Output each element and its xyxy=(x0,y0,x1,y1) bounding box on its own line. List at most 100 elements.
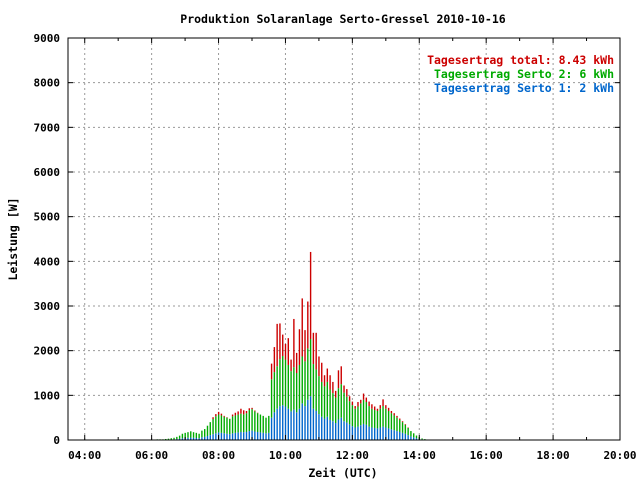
bar-segment-serto-1 xyxy=(204,436,206,440)
bar-segment-serto-1 xyxy=(290,411,292,440)
bar-segment-serto-1 xyxy=(309,396,312,440)
bar-segment-serto-1 xyxy=(282,405,284,440)
bar-segment-serto-2 xyxy=(379,408,381,428)
y-tick-label: 2000 xyxy=(34,345,61,358)
bar-segment-serto-1 xyxy=(357,426,359,440)
bar-segment-serto-2 xyxy=(318,376,320,415)
bar-segment-serto-rest xyxy=(332,381,334,394)
bar-segment-serto-2 xyxy=(192,432,195,438)
bar-segment-serto-rest xyxy=(290,359,292,372)
bar-segment-serto-2 xyxy=(301,356,303,404)
bar-segment-serto-2 xyxy=(184,432,186,438)
bar-segment-serto-rest xyxy=(279,323,281,360)
bar-segment-serto-1 xyxy=(279,406,281,440)
bar-segment-serto-2 xyxy=(368,406,370,427)
bar-segment-serto-2 xyxy=(382,406,384,427)
bar-segment-serto-rest xyxy=(251,407,253,410)
bar-segment-serto-1 xyxy=(198,438,200,440)
bar-segment-serto-1 xyxy=(270,417,273,440)
bar-segment-serto-rest xyxy=(390,410,393,414)
bar-segment-serto-1 xyxy=(234,432,237,440)
x-tick-label: 10:00 xyxy=(269,449,302,462)
bar-segment-serto-rest xyxy=(287,338,289,365)
bar-segment-serto-2 xyxy=(223,416,225,434)
bar-segment-serto-rest xyxy=(362,393,365,400)
bar-segment-serto-1 xyxy=(287,408,289,440)
bar-segment-serto-2 xyxy=(254,411,256,432)
bar-segment-serto-2 xyxy=(295,373,298,413)
bar-segment-serto-2 xyxy=(337,388,340,420)
bar-segment-serto-2 xyxy=(262,415,264,433)
bar-segment-serto-2 xyxy=(167,438,170,440)
bar-segment-serto-1 xyxy=(401,432,404,440)
bar-segment-serto-2 xyxy=(323,386,326,419)
bar-segment-serto-1 xyxy=(223,433,225,440)
bar-segment-serto-1 xyxy=(201,437,203,440)
grid-layer xyxy=(68,38,620,440)
bar-segment-serto-1 xyxy=(360,425,362,440)
bar-segment-serto-2 xyxy=(212,419,214,435)
bar-segment-serto-1 xyxy=(396,431,398,440)
bar-segment-serto-2 xyxy=(421,438,423,440)
bar-segment-serto-1 xyxy=(262,432,264,440)
bar-segment-serto-2 xyxy=(385,408,387,428)
bar-segment-serto-rest xyxy=(401,421,404,423)
bar-segment-serto-1 xyxy=(254,431,256,440)
bar-segment-serto-1 xyxy=(293,409,295,440)
bar-segment-serto-2 xyxy=(234,415,237,433)
bar-segment-serto-2 xyxy=(390,413,393,430)
bar-segment-serto-rest xyxy=(323,375,326,387)
bar-segment-serto-2 xyxy=(245,413,248,432)
bar-segment-serto-1 xyxy=(206,435,209,440)
bar-segment-serto-rest xyxy=(217,411,220,415)
bar-segment-serto-2 xyxy=(187,432,189,438)
bar-segment-serto-2 xyxy=(362,399,365,424)
bar-segment-serto-1 xyxy=(304,406,306,440)
bar-segment-serto-rest xyxy=(393,413,395,416)
bar-segment-serto-rest xyxy=(245,410,248,414)
bar-segment-serto-1 xyxy=(326,416,329,440)
bar-segment-serto-2 xyxy=(354,408,356,428)
bar-segment-serto-2 xyxy=(309,339,312,397)
bar-segment-serto-rest xyxy=(351,401,354,406)
bar-segment-serto-2 xyxy=(321,381,323,417)
bar-segment-serto-rest xyxy=(220,413,223,416)
bar-segment-serto-1 xyxy=(323,418,326,440)
bar-segment-serto-rest xyxy=(376,408,379,411)
bar-segment-serto-rest xyxy=(312,332,315,365)
bar-segment-serto-2 xyxy=(415,435,418,439)
bar-segment-serto-2 xyxy=(226,417,228,434)
legend-entry: Tagesertrag Serto 2: 6 kWh xyxy=(434,67,614,81)
bar-segment-serto-rest xyxy=(404,424,407,425)
bar-segment-serto-rest xyxy=(307,301,309,349)
bar-segment-serto-rest xyxy=(399,418,401,420)
bar-segment-serto-2 xyxy=(360,403,362,426)
bar-segment-serto-2 xyxy=(373,410,376,428)
bar-segment-serto-1 xyxy=(318,414,320,440)
bar-segment-serto-2 xyxy=(399,419,401,432)
bar-segment-serto-1 xyxy=(334,423,337,440)
bar-segment-serto-rest xyxy=(315,332,317,370)
bar-segment-serto-2 xyxy=(206,425,209,436)
bar-segment-serto-1 xyxy=(268,432,270,440)
bar-segment-serto-2 xyxy=(315,369,317,411)
bar-segment-serto-1 xyxy=(231,433,234,440)
bar-segment-serto-1 xyxy=(307,399,309,440)
bar-segment-serto-rest xyxy=(270,363,273,380)
bar-segment-serto-2 xyxy=(268,415,270,433)
bar-segment-serto-2 xyxy=(357,406,359,427)
bar-segment-serto-2 xyxy=(279,359,281,407)
bar-segment-serto-rest xyxy=(337,370,340,389)
bar-segment-serto-2 xyxy=(164,438,167,440)
bar-segment-serto-1 xyxy=(351,426,354,440)
bar-segment-serto-2 xyxy=(351,405,354,427)
bar-segment-serto-1 xyxy=(237,432,239,440)
bar-segment-serto-rest xyxy=(248,408,250,411)
bar-segment-serto-rest xyxy=(354,406,356,409)
bar-segment-serto-2 xyxy=(346,396,348,423)
bar-segment-serto-1 xyxy=(368,426,370,440)
bar-segment-serto-2 xyxy=(209,422,211,436)
bar-segment-serto-2 xyxy=(410,431,412,437)
bar-segment-serto-1 xyxy=(190,437,192,440)
chart-title: Produktion Solaranlage Serto-Gressel 201… xyxy=(180,12,505,26)
